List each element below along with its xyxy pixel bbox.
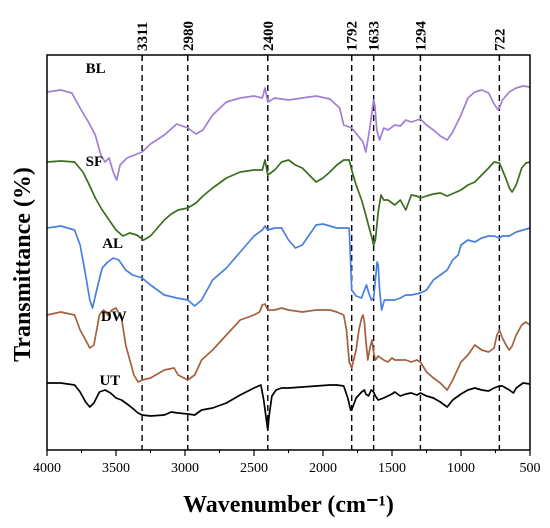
x-tick-label-1500: 1500 xyxy=(378,461,406,476)
x-tick-label-3500: 3500 xyxy=(102,461,130,476)
x-axis-ticks: 4000 3500 3000 2500 2000 1500 1000 500 xyxy=(33,450,541,476)
x-tick-label-500: 500 xyxy=(520,461,541,476)
ref-label-2980: 2980 xyxy=(181,21,197,51)
series-lines xyxy=(46,85,531,431)
x-tick-label-3000: 3000 xyxy=(171,461,199,476)
ref-label-722: 722 xyxy=(492,29,508,52)
ref-label-3311: 3311 xyxy=(135,22,151,51)
series-label-bl: BL xyxy=(86,61,106,77)
reference-labels: 3311 2980 2400 1792 1633 1294 722 xyxy=(135,21,508,52)
series-line-bl xyxy=(46,85,531,181)
series-label-ut: UT xyxy=(99,373,120,389)
ref-label-1633: 1633 xyxy=(367,21,383,51)
series-label-al: AL xyxy=(102,236,123,252)
series-line-dw xyxy=(46,303,531,391)
reference-lines xyxy=(141,55,501,450)
series-labels: BL SF AL DW UT xyxy=(86,61,127,389)
ref-label-2400: 2400 xyxy=(261,21,277,51)
series-label-sf: SF xyxy=(86,154,104,170)
ref-label-1294: 1294 xyxy=(413,21,429,52)
ref-label-1792: 1792 xyxy=(345,21,361,51)
x-tick-label-4000: 4000 xyxy=(33,461,61,476)
series-line-al xyxy=(46,223,531,311)
x-tick-label-2000: 2000 xyxy=(309,461,337,476)
plot-frame xyxy=(46,54,531,451)
series-label-dw: DW xyxy=(101,309,127,325)
x-tick-label-2500: 2500 xyxy=(240,461,268,476)
x-tick-label-1000: 1000 xyxy=(447,461,475,476)
series-line-sf xyxy=(46,159,531,246)
x-axis-title: Wavenumber (cm⁻¹) xyxy=(183,492,394,518)
top-ref-ticks xyxy=(141,55,500,61)
series-line-ut xyxy=(47,382,531,431)
y-axis-title: Transmittance (%) xyxy=(10,167,36,362)
